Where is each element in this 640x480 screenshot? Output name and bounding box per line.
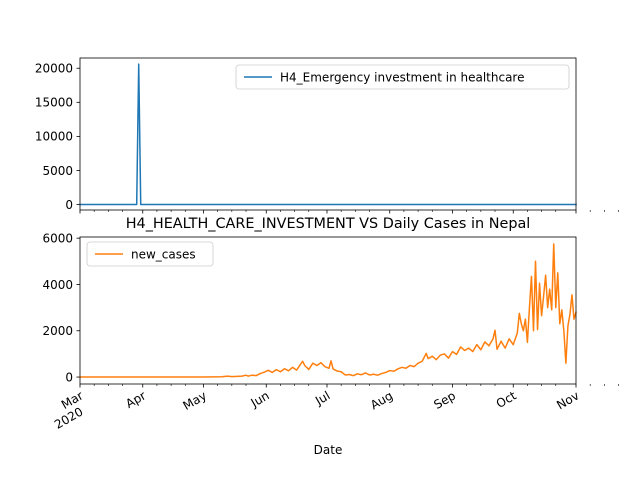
top-series-line-0 [79, 63, 577, 206]
bottom-axes-frame [79, 236, 577, 385]
top-axes-frame [79, 57, 577, 211]
bottom-y-tick-label: 0 [65, 370, 73, 384]
top-x-ticks [79, 210, 619, 214]
bottom-y-tick-label: 2000 [42, 324, 73, 338]
bottom-series-line-0 [79, 243, 577, 378]
bottom-series-group [79, 243, 577, 378]
top-y-ticks: 0 5000 10000 15000 20000 [35, 62, 80, 212]
top-y-tick-label: 10000 [35, 130, 73, 144]
top-series-group [79, 63, 577, 206]
bottom-y-tick-label: 6000 [42, 231, 73, 245]
top-legend-box [235, 64, 570, 90]
bottom-y-tick-label: 4000 [42, 278, 73, 292]
top-y-tick-label: 20000 [35, 62, 73, 76]
top-legend-label: H4_Emergency investment in healthcare [280, 71, 524, 85]
top-y-tick-label: 5000 [42, 164, 73, 178]
chart-top-panel: 0 5000 10000 15000 20000 H4_Emergency invest… [35, 57, 619, 214]
top-y-tick-label: 15000 [35, 96, 73, 110]
top-y-tick-label: 0 [65, 198, 73, 212]
bottom-legend: new_cases [86, 241, 214, 267]
bottom-legend-label: new_cases [131, 248, 196, 262]
x-tick-label: Jul [312, 388, 332, 408]
x-axis-label: Date [314, 443, 343, 457]
bottom-legend-box [86, 241, 214, 267]
chart-title: H4_HEALTH_CARE_INVESTMENT VS Daily Cases… [126, 216, 531, 232]
top-legend: H4_Emergency investment in healthcare [235, 64, 570, 90]
bottom-y-ticks: 0 2000 4000 6000 [42, 231, 80, 384]
